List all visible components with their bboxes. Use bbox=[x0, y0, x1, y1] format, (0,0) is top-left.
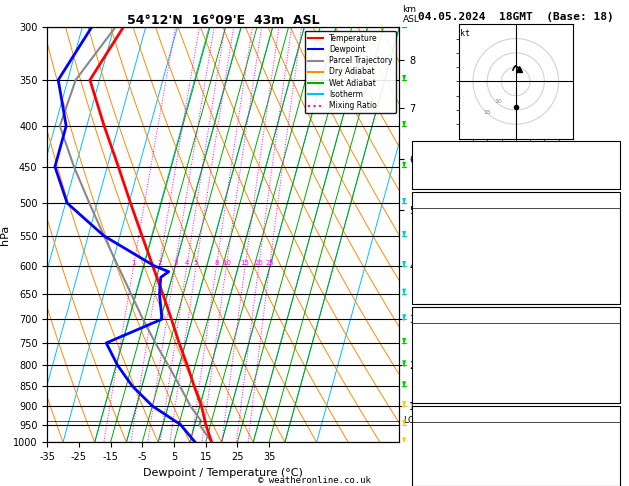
Y-axis label: hPa: hPa bbox=[0, 225, 10, 244]
Text: 60: 60 bbox=[605, 392, 617, 402]
Polygon shape bbox=[403, 231, 406, 239]
Title: 54°12'N  16°09'E  43m  ASL: 54°12'N 16°09'E 43m ASL bbox=[127, 14, 320, 27]
Text: 180°: 180° bbox=[594, 459, 617, 469]
Polygon shape bbox=[403, 198, 406, 206]
Text: 19: 19 bbox=[605, 277, 617, 287]
Text: 313: 313 bbox=[599, 344, 617, 354]
Text: km
ASL: km ASL bbox=[403, 5, 420, 24]
Polygon shape bbox=[403, 121, 406, 128]
Text: Lifted Index: Lifted Index bbox=[415, 360, 485, 370]
Text: 4: 4 bbox=[611, 427, 617, 437]
Text: Most Unstable: Most Unstable bbox=[477, 312, 554, 322]
Text: 8: 8 bbox=[214, 260, 219, 266]
Text: 1: 1 bbox=[131, 260, 136, 266]
Text: K: K bbox=[415, 146, 420, 156]
Y-axis label: Mixing Ratio (g/kg): Mixing Ratio (g/kg) bbox=[448, 191, 457, 278]
Text: 16.9: 16.9 bbox=[594, 213, 617, 223]
Polygon shape bbox=[403, 419, 406, 427]
Text: © weatheronline.co.uk: © weatheronline.co.uk bbox=[258, 476, 371, 485]
Polygon shape bbox=[403, 75, 406, 83]
Polygon shape bbox=[403, 261, 406, 268]
Text: 3: 3 bbox=[173, 260, 177, 266]
Text: SREH: SREH bbox=[415, 443, 438, 453]
Text: Lifted Index: Lifted Index bbox=[415, 261, 485, 271]
Polygon shape bbox=[403, 401, 406, 408]
Text: 9: 9 bbox=[611, 475, 617, 486]
Text: 14: 14 bbox=[605, 146, 617, 156]
Text: LCL: LCL bbox=[403, 417, 419, 425]
Polygon shape bbox=[403, 360, 406, 368]
Text: 4: 4 bbox=[185, 260, 189, 266]
Text: 15: 15 bbox=[484, 109, 491, 115]
Text: CAPE (J): CAPE (J) bbox=[415, 376, 462, 386]
Text: CIN (J): CIN (J) bbox=[415, 293, 455, 303]
Text: 105: 105 bbox=[599, 293, 617, 303]
Text: 2: 2 bbox=[157, 260, 162, 266]
Text: 20: 20 bbox=[254, 260, 264, 266]
Polygon shape bbox=[403, 314, 406, 322]
Text: 1000: 1000 bbox=[594, 328, 617, 338]
Polygon shape bbox=[403, 437, 406, 445]
Polygon shape bbox=[403, 289, 406, 296]
Text: kt: kt bbox=[460, 29, 470, 37]
Text: StmSpd (kt): StmSpd (kt) bbox=[415, 475, 479, 486]
Text: 25: 25 bbox=[265, 260, 274, 266]
Text: 5: 5 bbox=[194, 260, 198, 266]
Text: -0: -0 bbox=[605, 360, 617, 370]
Text: 10: 10 bbox=[222, 260, 231, 266]
Text: StmDir: StmDir bbox=[415, 459, 450, 469]
Text: 1.92: 1.92 bbox=[594, 178, 617, 188]
Polygon shape bbox=[403, 338, 406, 346]
Text: Surface: Surface bbox=[495, 197, 537, 207]
Text: Dewp (°C): Dewp (°C) bbox=[415, 229, 467, 239]
Text: 313: 313 bbox=[599, 245, 617, 255]
Text: 04.05.2024  18GMT  (Base: 18): 04.05.2024 18GMT (Base: 18) bbox=[418, 12, 614, 22]
Text: PW (cm): PW (cm) bbox=[415, 178, 455, 188]
Polygon shape bbox=[403, 22, 406, 29]
Polygon shape bbox=[403, 162, 406, 169]
Text: Pressure (mb): Pressure (mb) bbox=[415, 328, 491, 338]
Text: 15: 15 bbox=[241, 260, 250, 266]
Text: EH: EH bbox=[415, 427, 426, 437]
Text: CAPE (J): CAPE (J) bbox=[415, 277, 462, 287]
Text: θₑ (K): θₑ (K) bbox=[415, 344, 450, 354]
Text: 11.7: 11.7 bbox=[594, 229, 617, 239]
Text: Temp (°C): Temp (°C) bbox=[415, 213, 467, 223]
X-axis label: Dewpoint / Temperature (°C): Dewpoint / Temperature (°C) bbox=[143, 468, 303, 478]
Text: 10: 10 bbox=[494, 99, 502, 104]
Text: θₑ(K): θₑ(K) bbox=[415, 245, 444, 255]
Text: 52: 52 bbox=[605, 162, 617, 172]
Polygon shape bbox=[403, 381, 406, 389]
Text: Hodograph: Hodograph bbox=[489, 411, 542, 421]
Text: 50: 50 bbox=[605, 376, 617, 386]
Text: -0: -0 bbox=[605, 261, 617, 271]
Text: 16: 16 bbox=[605, 443, 617, 453]
Text: CIN (J): CIN (J) bbox=[415, 392, 455, 402]
Text: Totals Totals: Totals Totals bbox=[415, 162, 491, 172]
Legend: Temperature, Dewpoint, Parcel Trajectory, Dry Adiabat, Wet Adiabat, Isotherm, Mi: Temperature, Dewpoint, Parcel Trajectory… bbox=[304, 31, 396, 113]
